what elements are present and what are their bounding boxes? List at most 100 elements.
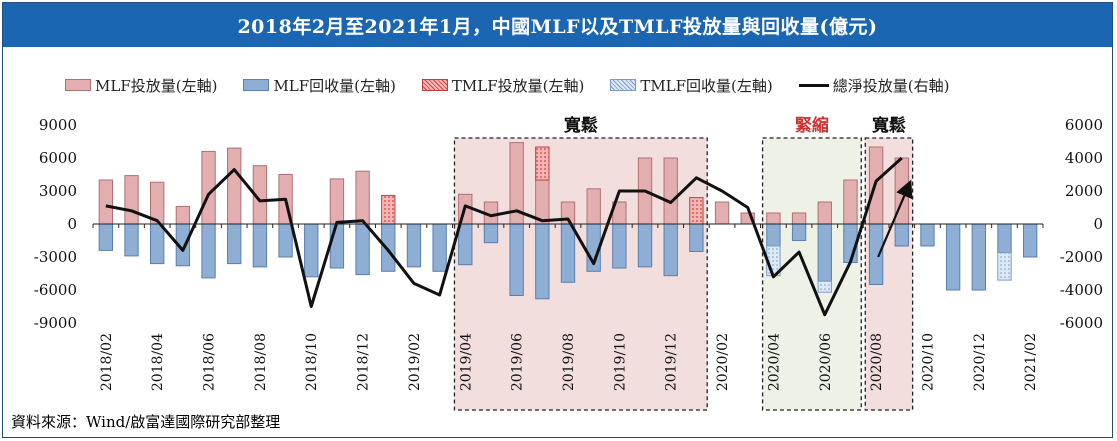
legend-swatch-mlf-injection bbox=[65, 79, 91, 91]
net-injection-line bbox=[105, 156, 903, 317]
source-note: 資料來源：Wind/啟富達國際研究部整理 bbox=[11, 413, 281, 431]
y-right-tick-label: 2000 bbox=[1065, 182, 1103, 200]
annotation-labels: 寬鬆 緊縮 寬鬆 bbox=[563, 115, 913, 258]
x-tick-label: 2021/02 bbox=[1023, 333, 1039, 391]
x-tick-label: 2019/02 bbox=[407, 333, 423, 391]
bar-s2-2019/05 bbox=[483, 223, 499, 244]
bar-s2-2019/01 bbox=[381, 223, 396, 272]
x-tick-label: 2020/02 bbox=[715, 333, 731, 391]
x-tick-label: 2020/10 bbox=[920, 333, 936, 391]
x-tick-label: 2019/12 bbox=[664, 333, 680, 391]
bar-s3-2021/01 bbox=[997, 252, 1012, 281]
x-tick-label: 2018/06 bbox=[202, 333, 218, 391]
y-left-tick-label: -3000 bbox=[34, 248, 77, 266]
bar-s1-2019/01 bbox=[381, 194, 396, 225]
bar-s0-2020/05 bbox=[791, 212, 807, 225]
bar-s2-2020/06 bbox=[817, 223, 832, 282]
legend-label-mlf-injection: MLF投放量(左軸) bbox=[95, 76, 218, 95]
bar-s1-2020/01 bbox=[689, 197, 704, 225]
y-right-tick-label: -4000 bbox=[1060, 281, 1103, 299]
legend-label-tmlf-withdrawal: TMLF回收量(左軸) bbox=[640, 76, 773, 95]
y-right-tick-label: 0 bbox=[1093, 215, 1103, 233]
y-left-tick-label: -6000 bbox=[34, 281, 77, 299]
legend-item-mlf-withdrawal: MLF回收量(左軸) bbox=[243, 75, 396, 96]
bar-s2-2018/04 bbox=[150, 223, 165, 265]
legend-swatch-tmlf-withdrawal bbox=[610, 79, 637, 91]
net-injection-polyline bbox=[105, 156, 903, 317]
x-tick-label: 2020/06 bbox=[818, 333, 834, 391]
bars bbox=[98, 142, 1038, 300]
bar-s0-2020/06 bbox=[817, 201, 832, 225]
x-tick-label: 2020/04 bbox=[766, 333, 782, 391]
bar-s2-2018/07 bbox=[227, 223, 242, 265]
x-tick-label: 2020/08 bbox=[869, 333, 885, 391]
bar-s2-2019/06 bbox=[509, 223, 524, 296]
bar-s2-2018/02 bbox=[98, 223, 114, 251]
bar-s2-2018/11 bbox=[329, 223, 345, 269]
legend-label-net-injection: 總淨投放量(右軸) bbox=[832, 76, 950, 95]
bar-s2-2019/11 bbox=[637, 223, 653, 268]
region-label-2: 寬鬆 bbox=[871, 115, 906, 136]
bar-s0-2018/07 bbox=[227, 147, 242, 225]
y-left-tick-label: 6000 bbox=[39, 149, 77, 167]
bar-s2-2018/06 bbox=[201, 223, 216, 279]
bar-s1-2019/07 bbox=[535, 146, 550, 181]
bar-s2-2020/08 bbox=[868, 223, 884, 285]
x-tick-label: 2020/12 bbox=[972, 333, 988, 391]
bar-s0-2018/03 bbox=[124, 175, 139, 225]
bar-s2-2019/12 bbox=[663, 223, 678, 277]
bar-s0-2019/12 bbox=[663, 157, 678, 225]
x-tick-label: 2018/10 bbox=[304, 333, 320, 391]
bar-s0-2020/02 bbox=[714, 201, 730, 225]
y-right-tick-label: 4000 bbox=[1065, 149, 1103, 167]
x-tick-label: 2019/04 bbox=[458, 333, 474, 391]
y-left-tick-label: 9000 bbox=[39, 116, 77, 134]
x-tick-label: 2019/06 bbox=[510, 333, 526, 391]
bar-s2-2020/05 bbox=[791, 223, 807, 241]
bar-s2-2019/10 bbox=[612, 223, 627, 269]
legend-swatch-tmlf-injection bbox=[421, 79, 448, 91]
legend: MLF投放量(左軸) MLF回收量(左軸) TMLF投放量(左軸) TMLF回收… bbox=[65, 73, 975, 97]
bar-s2-2019/04 bbox=[458, 223, 473, 266]
x-tick-label: 2018/12 bbox=[356, 333, 372, 391]
bar-s2-2021/01 bbox=[997, 223, 1012, 254]
trend-arrow bbox=[877, 179, 913, 258]
x-tick-label: 2018/04 bbox=[150, 333, 166, 391]
bar-s0-2018/02 bbox=[98, 179, 114, 225]
y-right-tick-label: -6000 bbox=[1060, 314, 1103, 332]
region-label-1: 緊縮 bbox=[795, 115, 829, 136]
bar-s2-2018/03 bbox=[124, 223, 139, 257]
y-left-tick-label: 3000 bbox=[39, 182, 77, 200]
x-tick-label: 2018/08 bbox=[253, 333, 269, 391]
chart-plot: 9000 6000 3000 0 -3000 -6000 -9000 6000 4000 2000… bbox=[34, 115, 1103, 411]
bar-s2-2018/10 bbox=[304, 223, 319, 278]
axes: 9000 6000 3000 0 -3000 -6000 -9000 6000 4000 2000… bbox=[34, 116, 1103, 391]
y-left-tick-label: 0 bbox=[67, 215, 77, 233]
bar-s0-2020/07 bbox=[843, 179, 858, 225]
legend-swatch-mlf-withdrawal bbox=[243, 79, 270, 91]
bar-s2-2019/07 bbox=[535, 223, 550, 300]
bar-s0-2018/12 bbox=[355, 170, 370, 225]
bar-s2-2020/01 bbox=[689, 223, 704, 252]
x-tick-label: 2019/10 bbox=[612, 333, 628, 391]
bar-s2-2018/09 bbox=[278, 223, 293, 258]
region-label-0: 寬鬆 bbox=[563, 115, 598, 136]
chart-title: 2018年2月至2021年1月，中國MLF以及TMLF投放量與回收量(億元) bbox=[3, 3, 1112, 47]
y-right-tick-label: 6000 bbox=[1065, 116, 1103, 134]
legend-item-tmlf-injection: TMLF投放量(左軸) bbox=[421, 75, 584, 96]
bar-s2-2019/03 bbox=[432, 223, 447, 272]
legend-item-net-injection: 總淨投放量(右軸) bbox=[798, 75, 950, 96]
y-left-tick-label: -9000 bbox=[34, 314, 77, 332]
bar-s2-2019/08 bbox=[560, 223, 576, 283]
bar-s2-2018/08 bbox=[252, 223, 268, 268]
legend-swatch-net-injection bbox=[798, 83, 829, 87]
bar-s2-2020/11 bbox=[945, 223, 961, 291]
y-right-tick-label: -2000 bbox=[1060, 248, 1103, 266]
legend-item-tmlf-withdrawal: TMLF回收量(左軸) bbox=[610, 75, 773, 96]
bar-s2-2021/02 bbox=[1022, 223, 1038, 258]
bar-s0-2018/11 bbox=[329, 178, 345, 225]
bar-s2-2020/09 bbox=[894, 223, 909, 247]
x-tick-label: 2019/08 bbox=[561, 333, 577, 391]
bar-s0-2019/09 bbox=[586, 188, 601, 225]
